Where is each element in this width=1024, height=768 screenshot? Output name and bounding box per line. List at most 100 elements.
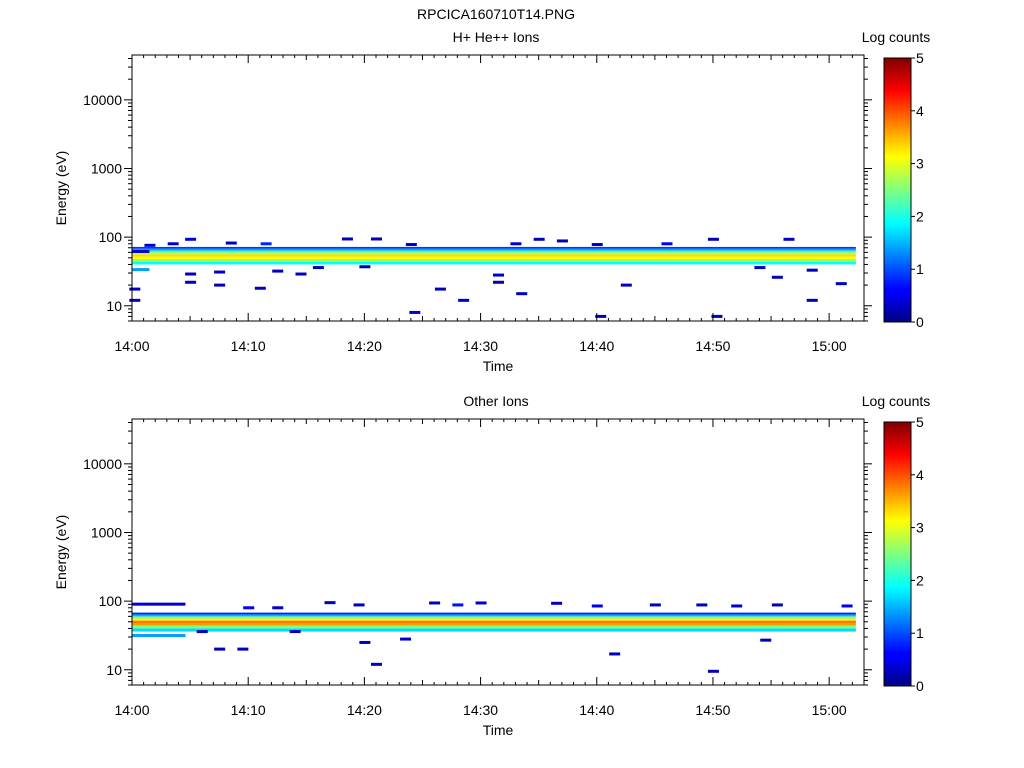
x-tick-label: 14:50: [695, 338, 730, 354]
heatmap-hit: [225, 241, 237, 245]
x-tick-label: 14:20: [347, 702, 382, 718]
heatmap-hit: [272, 606, 284, 610]
heatmap-sparse-hits: [196, 601, 853, 673]
colorbar-tick-label: 2: [916, 572, 924, 588]
heatmap-hit: [185, 237, 197, 241]
heatmap-hit: [533, 237, 545, 241]
x-tick-label: 14:00: [114, 702, 149, 718]
heatmap-hit: [429, 601, 441, 605]
heatmap-hit: [516, 292, 528, 296]
x-tick-label: 15:00: [812, 338, 847, 354]
y-tick-label: 10000: [83, 456, 122, 472]
y-axis: 10 100 1000 10000: [83, 422, 872, 686]
heatmap-hit: [661, 242, 673, 246]
heatmap-start-bottom: [132, 268, 150, 272]
heatmap-bin-4: [132, 252, 856, 255]
x-tick-label: 14:50: [695, 702, 730, 718]
y-tick-label: 1000: [91, 524, 122, 540]
heatmap-hit: [707, 669, 719, 673]
x-tick-label: 14:20: [347, 338, 382, 354]
heatmap-hit: [696, 603, 708, 607]
heatmap-bin-5: [132, 250, 856, 253]
y-tick-label: 1000: [91, 160, 122, 176]
x-axis-label: Time: [483, 358, 514, 374]
heatmap-hit: [371, 237, 382, 241]
heatmap-bin-3: [132, 254, 856, 257]
chart-panel-2: 14:00 14:10 14:20 14:30 14:40 14:50 15:00 Time 1…: [53, 393, 930, 738]
colorbar-label: Log counts: [862, 29, 931, 45]
heatmap-hit: [359, 265, 371, 269]
heatmap-bin-2: [132, 256, 856, 260]
heatmap-hit: [835, 282, 847, 286]
colorbar-tick-label: 5: [916, 50, 924, 66]
heatmap-band: [132, 602, 856, 638]
y-axis-label: Energy (eV): [53, 515, 69, 590]
colorbar-tick-label: 1: [916, 625, 924, 641]
heatmap-hit: [400, 637, 412, 641]
heatmap-hit: [458, 298, 470, 302]
heatmap-bin-1: [132, 625, 856, 629]
x-tick-label: 14:30: [463, 702, 498, 718]
x-axis-label: Time: [483, 722, 514, 738]
chart-panel-1: 14:00 14:10 14:20 14:30 14:40 14:50 15:00 Time 1…: [53, 29, 930, 374]
heatmap-start-bottom: [132, 634, 186, 638]
colorbar: 0 1 2 3 4 5 Log counts: [862, 29, 931, 330]
plot-frame: [131, 54, 865, 322]
colorbar-tick-label: 0: [916, 314, 924, 330]
heatmap-hit: [760, 638, 772, 642]
heatmap-bin-0: [132, 628, 856, 632]
heatmap-hit: [341, 237, 353, 241]
x-tick-label: 14:00: [114, 338, 149, 354]
heatmap-hit: [649, 603, 661, 607]
heatmap-hit: [371, 662, 382, 666]
heatmap-hit: [493, 280, 504, 284]
colorbar-tick-label: 2: [916, 208, 924, 224]
y-tick-label: 10: [106, 662, 122, 678]
heatmap-start-top: [132, 249, 150, 253]
y-tick-label: 10: [106, 298, 122, 314]
heatmap-hit: [731, 604, 743, 608]
heatmap-bin-5: [132, 616, 856, 619]
x-axis: 14:00 14:10 14:20 14:30 14:40 14:50 15:00: [114, 419, 865, 718]
colorbar-tick-label: 3: [916, 520, 924, 536]
x-tick-label: 15:00: [812, 702, 847, 718]
colorbar-tick-label: 3: [916, 156, 924, 172]
colorbar-tick-label: 0: [916, 678, 924, 694]
x-axis: 14:00 14:10 14:20 14:30 14:40 14:50 15:00: [114, 55, 865, 354]
colorbar-tick-label: 4: [916, 467, 924, 483]
colorbar-tick-label: 1: [916, 261, 924, 277]
heatmap-hit: [707, 237, 719, 241]
y-tick-label: 100: [99, 229, 123, 245]
heatmap-hit: [806, 298, 818, 302]
colorbar-scale: [883, 57, 912, 323]
heatmap-hit: [475, 601, 487, 605]
colorbar-tick-label: 5: [916, 414, 924, 430]
heatmap-hit: [295, 272, 307, 276]
heatmap-start-top: [132, 602, 186, 606]
heatmap-bin-7: [132, 612, 856, 615]
y-tick-label: 10000: [83, 92, 122, 108]
y-axis-label: Energy (eV): [53, 151, 69, 226]
heatmap-hit: [771, 275, 783, 279]
x-tick-label: 14:40: [579, 338, 614, 354]
heatmap-hit: [754, 266, 766, 270]
heatmap-hit: [783, 237, 795, 241]
heatmap-hit: [806, 268, 818, 272]
heatmap-bin-3: [132, 620, 856, 624]
heatmap-hit: [272, 269, 284, 273]
panel-title: Other Ions: [463, 393, 528, 409]
heatmap-bin-1: [132, 259, 856, 262]
x-tick-label: 14:30: [463, 338, 498, 354]
heatmap-bin-7: [132, 246, 856, 249]
heatmap-bin-0: [132, 261, 856, 265]
heatmap-hit: [452, 603, 464, 607]
heatmap-hit: [185, 272, 197, 276]
heatmap-hit: [129, 287, 141, 291]
heatmap-hit: [493, 273, 504, 277]
colorbar-tick-label: 4: [916, 103, 924, 119]
panels-container: 14:00 14:10 14:20 14:30 14:40 14:50 15:00 Time 1…: [53, 29, 930, 738]
heatmap-hit: [591, 604, 603, 608]
heatmap-hit: [359, 640, 371, 644]
colorbar-scale: [883, 421, 912, 687]
